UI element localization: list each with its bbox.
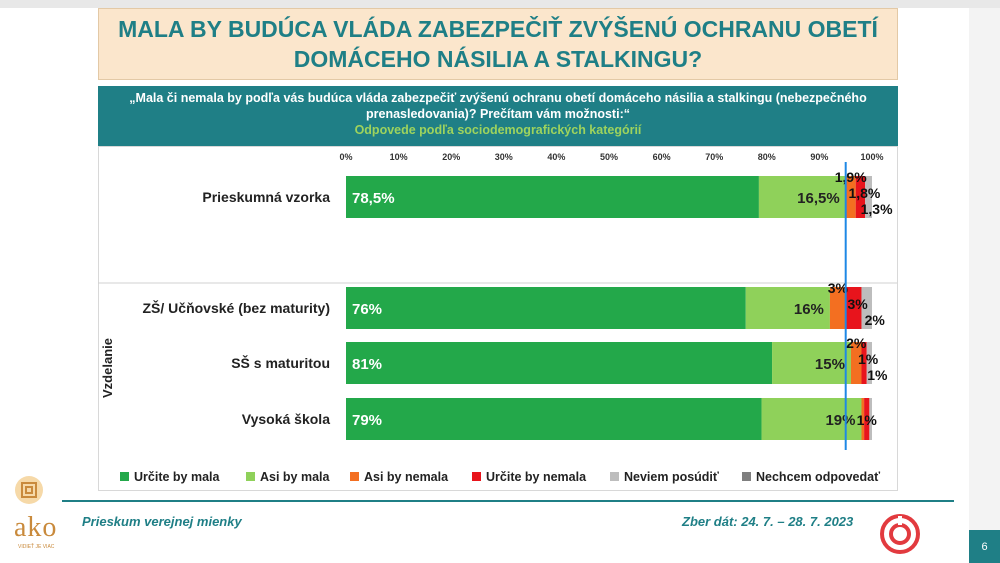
bar-segment — [346, 398, 762, 440]
data-label-small: 1% — [858, 351, 879, 367]
category-label: Vysoká škola — [242, 411, 330, 427]
category-label: ZŠ/ Učňovské (bez maturity) — [143, 299, 331, 316]
legend-swatch — [610, 472, 619, 481]
page-number: 6 — [969, 530, 1000, 563]
data-label-small: 1,9% — [835, 169, 867, 185]
data-label: 79% — [352, 412, 382, 429]
x-tick-label: 70% — [705, 152, 723, 162]
x-tick-label: 90% — [810, 152, 828, 162]
x-tick-label: 50% — [600, 152, 618, 162]
ako-logo-text: ako — [14, 512, 58, 543]
bar-segment — [865, 176, 872, 218]
x-tick-label: 10% — [390, 152, 408, 162]
data-label: 15% — [815, 356, 845, 373]
data-label-small: 1,8% — [848, 185, 880, 201]
data-label: 81% — [352, 356, 382, 373]
x-tick-label: 80% — [758, 152, 776, 162]
bar-segment — [855, 176, 866, 218]
data-label-small: 3% — [847, 296, 868, 312]
bar-segment — [772, 342, 851, 384]
bar-segment — [346, 176, 759, 218]
x-tick-label: 30% — [495, 152, 513, 162]
question-subtitle: Odpovede podľa sociodemografických kateg… — [354, 123, 642, 137]
data-label-small: 1,3% — [861, 201, 893, 217]
x-tick-label: 20% — [442, 152, 460, 162]
page-title-line2: DOMÁCEHO NÁSILIA A STALKINGU? — [293, 46, 703, 72]
bar-segment — [864, 398, 870, 440]
legend-label: Určite by mala — [134, 470, 221, 484]
title-box: MALA BY BUDÚCA VLÁDA ZABEZPEČIŤ ZVÝŠENÚ … — [98, 8, 898, 80]
bar-segment — [861, 398, 865, 440]
bar-segment — [869, 398, 872, 440]
question-line2: prenasledovania)? Prečítam vám možnosti:… — [366, 107, 630, 121]
top-frame — [0, 0, 1000, 8]
group-axis-label: Vzdelanie — [100, 338, 115, 398]
legend-swatch — [120, 472, 129, 481]
x-tick-label: 40% — [547, 152, 565, 162]
footer-divider — [62, 500, 954, 502]
data-label-small: 1% — [867, 367, 888, 383]
bar-segment — [866, 342, 872, 384]
category-label: Prieskumná vzorka — [202, 189, 330, 205]
footer-survey-label: Prieskum verejnej mienky — [82, 514, 242, 529]
bar-segment — [861, 287, 872, 329]
bar-segment — [829, 287, 846, 329]
page-title-line1: MALA BY BUDÚCA VLÁDA ZABEZPEČIŤ ZVÝŠENÚ … — [118, 16, 878, 42]
data-label: 19% — [825, 412, 855, 429]
legend-label: Asi by mala — [260, 470, 331, 484]
legend-label: Neviem posúdiť — [624, 470, 719, 484]
bar-segment — [861, 342, 867, 384]
bar-segment — [346, 342, 773, 384]
x-tick-label: 60% — [653, 152, 671, 162]
legend-label: Nechcem odpovedať — [756, 470, 880, 484]
data-label-small: 1% — [857, 412, 878, 428]
data-label: 78,5% — [352, 190, 395, 207]
legend-swatch — [742, 472, 751, 481]
data-label: 16,5% — [797, 190, 840, 207]
category-label: SŠ s maturitou — [231, 354, 330, 371]
legend-swatch — [472, 472, 481, 481]
data-label-small: 2% — [846, 335, 867, 351]
bar-segment — [850, 342, 862, 384]
legend-swatch — [350, 472, 359, 481]
bar-segment — [758, 176, 846, 218]
x-tick-label: 0% — [339, 152, 352, 162]
data-label-small: 2% — [865, 312, 886, 328]
data-label: 16% — [794, 301, 824, 318]
data-label: 76% — [352, 301, 382, 318]
data-label-small: 3% — [828, 280, 849, 296]
bar-segment — [845, 287, 862, 329]
bar-segment — [346, 287, 746, 329]
legend-label: Určite by nemala — [486, 470, 587, 484]
side-bar — [969, 8, 1000, 563]
bar-segment — [745, 287, 830, 329]
legend-label: Asi by nemala — [364, 470, 449, 484]
bar-segment — [845, 176, 856, 218]
question-box: „Mala či nemala by podľa vás budúca vlád… — [98, 86, 898, 146]
ako-logo-icon — [15, 476, 43, 504]
x-tick-label: 100% — [860, 152, 883, 162]
footer-date: Zber dát: 24. 7. – 28. 7. 2023 — [682, 514, 854, 529]
legend-swatch — [246, 472, 255, 481]
ako-logo-subtitle: VIDIEŤ JE VIAC — [18, 544, 55, 550]
partner-logo-icon — [880, 514, 920, 554]
question-line1: „Mala či nemala by podľa vás budúca vlád… — [129, 91, 867, 105]
